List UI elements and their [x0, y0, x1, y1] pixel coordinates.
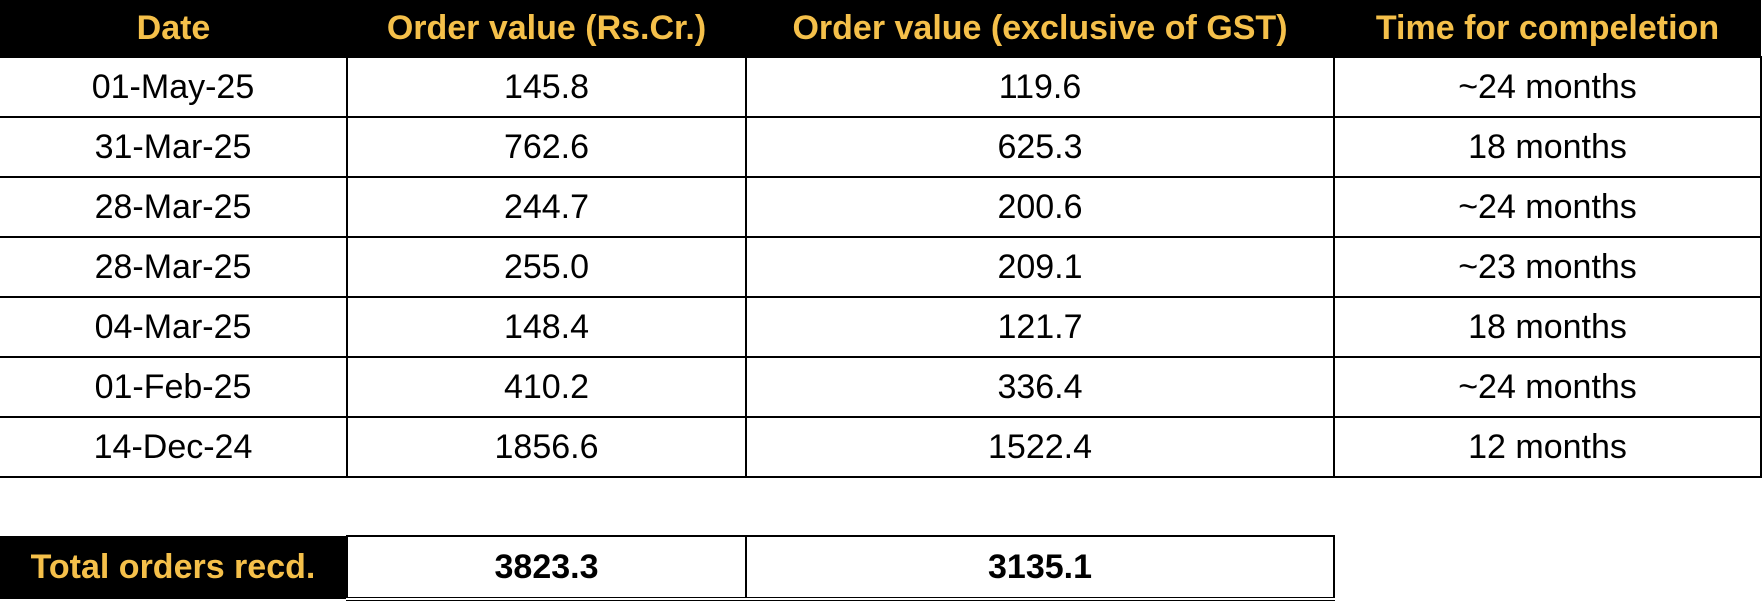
orders-table: Date Order value (Rs.Cr.) Order value (exc…	[0, 0, 1762, 478]
table-cell: 200.6	[745, 176, 1335, 238]
table-cell: 119.6	[745, 56, 1335, 118]
table-cell: 28-Mar-25	[0, 236, 348, 298]
table-cell: ~24 months	[1333, 176, 1762, 238]
table-cell: 148.4	[346, 296, 747, 358]
header-cell: Date	[0, 0, 347, 57]
header-row: Date Order value (Rs.Cr.) Order value (exc…	[0, 0, 1761, 57]
table-cell: 336.4	[745, 356, 1335, 418]
table-cell: 14-Dec-24	[0, 416, 348, 478]
table-cell: 762.6	[346, 116, 747, 178]
table-cell: 01-Feb-25	[0, 356, 348, 418]
table-cell: 04-Mar-25	[0, 296, 348, 358]
table-row: 28-Mar-25 255.0 209.1 ~23 months	[0, 236, 1762, 298]
table-cell: 1522.4	[745, 416, 1335, 478]
table-cell: 244.7	[346, 176, 747, 238]
header-cell: Order value (exclusive of GST)	[746, 0, 1334, 57]
table-cell: 18 months	[1333, 296, 1762, 358]
table-cell: 209.1	[745, 236, 1335, 298]
table-row: 01-May-25 145.8 119.6 ~24 months	[0, 56, 1762, 118]
total-row: Total orders recd. 3823.3 3135.1	[0, 535, 1335, 601]
total-table: Total orders recd. 3823.3 3135.1	[0, 535, 1335, 601]
table-row: 14-Dec-24 1856.6 1522.4 12 months	[0, 416, 1762, 478]
table-cell: 255.0	[346, 236, 747, 298]
table-cell: ~24 months	[1333, 56, 1762, 118]
table-row: 01-Feb-25 410.2 336.4 ~24 months	[0, 356, 1762, 418]
table-cell: 18 months	[1333, 116, 1762, 178]
table-row: 28-Mar-25 244.7 200.6 ~24 months	[0, 176, 1762, 238]
table-row: 04-Mar-25 148.4 121.7 18 months	[0, 296, 1762, 358]
table-cell: ~23 months	[1333, 236, 1762, 298]
total-value: 3823.3	[346, 535, 747, 601]
header-cell: Time for compeletion	[1334, 0, 1761, 57]
header-cell: Order value (Rs.Cr.)	[347, 0, 746, 57]
table-cell: 28-Mar-25	[0, 176, 348, 238]
table-cell: 121.7	[745, 296, 1335, 358]
table-cell: 145.8	[346, 56, 747, 118]
table-cell: 410.2	[346, 356, 747, 418]
table-row: 31-Mar-25 762.6 625.3 18 months	[0, 116, 1762, 178]
table-cell: 12 months	[1333, 416, 1762, 478]
table-cell: 31-Mar-25	[0, 116, 348, 178]
table-cell: 1856.6	[346, 416, 747, 478]
table-cell: ~24 months	[1333, 356, 1762, 418]
total-value: 3135.1	[745, 535, 1335, 601]
table-cell: 625.3	[745, 116, 1335, 178]
total-label: Total orders recd.	[0, 536, 347, 599]
table-cell: 01-May-25	[0, 56, 348, 118]
